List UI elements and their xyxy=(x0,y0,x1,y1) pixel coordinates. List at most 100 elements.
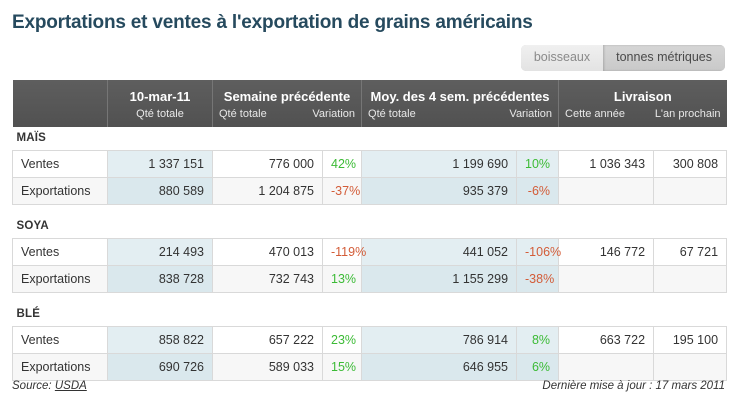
cell-avg4-variation: 8% xyxy=(516,326,560,354)
header-group-current-week: 10-mar-11 Qté totale xyxy=(107,80,213,127)
table-header: 10-mar-11 Qté totale Semaine précédente … xyxy=(12,80,727,127)
source-link-usda[interactable]: USDA xyxy=(54,380,87,392)
cell-previous-variation-value: 15% xyxy=(331,360,357,374)
header-sub-qte-totale-avg: Qté totale xyxy=(368,108,416,120)
header-group-avg-4-weeks: Moy. des 4 sem. précédentes Qté totale V… xyxy=(361,80,560,127)
header-sub-variation-avg: Variation xyxy=(509,108,553,120)
units-toggle-group[interactable]: boisseaux tonnes métriques xyxy=(520,45,725,71)
cell-current-total: 880 589 xyxy=(107,177,213,205)
cell-previous-total: 589 033 xyxy=(212,353,323,381)
cell-previous-total: 732 743 xyxy=(212,265,323,293)
section-title-row: MAÏS xyxy=(12,127,727,151)
cell-avg4-variation: -6% xyxy=(516,177,560,205)
section-spacer-cell xyxy=(12,292,727,303)
cell-previous-total: 776 000 xyxy=(212,150,323,178)
cell-avg4-variation-value: -106% xyxy=(525,245,562,259)
header-sub-this-year: Cette année xyxy=(565,108,625,120)
header-sub-qte-totale-previous: Qté totale xyxy=(219,108,267,120)
cell-previous-variation-value: 13% xyxy=(331,272,357,286)
cell-previous-variation-value: 42% xyxy=(331,157,357,171)
cell-avg4-variation: 6% xyxy=(516,353,560,381)
table-row: Exportations 690 726 589 033 15% 646 955 6% xyxy=(12,353,728,381)
last-update-text: Dernière mise à jour : 17 mars 2011 xyxy=(542,380,725,392)
row-label: Exportations xyxy=(12,353,108,381)
header-sub-qte-totale-current: Qté totale xyxy=(136,108,184,120)
cell-avg4-variation-value: -6% xyxy=(527,184,551,198)
cell-previous-total: 1 204 875 xyxy=(212,177,323,205)
section-title-row: SOYA xyxy=(12,215,727,239)
cell-avg4-total: 1 199 690 xyxy=(361,150,518,178)
header-title-delivery: Livraison xyxy=(613,89,672,104)
header-title-current-week: 10-mar-11 xyxy=(129,89,191,104)
cell-avg4-variation-value: 6% xyxy=(531,360,551,374)
cell-delivery-this-year: 663 722 xyxy=(558,326,655,354)
cell-avg4-variation: -38% xyxy=(516,265,560,293)
section-title: BLÉ xyxy=(12,303,727,327)
cell-avg4-variation-value: -38% xyxy=(525,272,555,286)
table-row: Ventes 1 337 151 776 000 42% 1 199 690 10% 1 0… xyxy=(12,150,728,178)
header-sub-current-week: Qté totale xyxy=(108,104,212,127)
table-row: Exportations 838 728 732 743 13% 1 155 299 -3… xyxy=(12,265,728,293)
header-sub-previous-week: Qté totale Variation xyxy=(213,104,361,127)
row-label: Ventes xyxy=(12,238,108,266)
cell-avg4-total: 646 955 xyxy=(361,353,518,381)
cell-previous-total: 657 222 xyxy=(212,326,323,354)
cell-previous-variation: 15% xyxy=(321,353,363,381)
table-row: Ventes 858 822 657 222 23% 786 914 8% 663 722 1… xyxy=(12,326,728,354)
section-title: SOYA xyxy=(12,215,727,239)
header-title-previous-week: Semaine précédente xyxy=(223,89,351,104)
cell-previous-variation-value: -37% xyxy=(331,184,361,198)
row-label: Ventes xyxy=(12,150,108,178)
header-sub-avg-4-weeks: Qté totale Variation xyxy=(362,104,558,127)
source-line: Source: USDA xyxy=(12,380,87,392)
cell-delivery-this-year: 1 036 343 xyxy=(558,150,655,178)
grain-exports-table: 10-mar-11 Qté totale Semaine précédente … xyxy=(12,80,728,381)
source-label: Source: xyxy=(12,380,52,392)
row-label: Ventes xyxy=(12,326,108,354)
table-body: MAÏS Ventes 1 337 151 776 000 42% 1 199 690 10… xyxy=(12,127,728,381)
cell-delivery-this-year: 146 772 xyxy=(558,238,655,266)
cell-current-total: 858 822 xyxy=(107,326,213,354)
cell-delivery-this-year xyxy=(558,177,655,205)
header-title-avg-4-weeks: Moy. des 4 sem. précédentes xyxy=(370,89,550,104)
cell-avg4-total: 786 914 xyxy=(361,326,518,354)
row-label: Exportations xyxy=(12,265,108,293)
footer: Source: USDA Dernière mise à jour : 17 m… xyxy=(12,380,725,392)
cell-avg4-variation-value: 8% xyxy=(531,333,551,347)
cell-delivery-next-year: 300 808 xyxy=(653,150,728,178)
page-title: Exportations et ventes à l'exportation d… xyxy=(12,12,533,33)
cell-current-total: 214 493 xyxy=(107,238,213,266)
section-spacer xyxy=(12,204,727,215)
cell-previous-variation-value: 23% xyxy=(331,333,357,347)
cell-current-total: 690 726 xyxy=(107,353,213,381)
cell-previous-total: 470 013 xyxy=(212,238,323,266)
cell-current-total: 1 337 151 xyxy=(107,150,213,178)
cell-delivery-this-year xyxy=(558,265,655,293)
header-sub-next-year: L'an prochain xyxy=(654,108,721,120)
units-toggle-tonnes-metriques[interactable]: tonnes métriques xyxy=(603,45,725,71)
cell-previous-variation: -119% xyxy=(321,238,366,266)
cell-previous-variation: 13% xyxy=(321,265,363,293)
section-spacer xyxy=(12,292,727,303)
header-sub-delivery: Cette année L'an prochain xyxy=(559,104,727,127)
section-spacer-cell xyxy=(12,204,727,215)
cell-current-total: 838 728 xyxy=(107,265,213,293)
cell-avg4-total: 1 155 299 xyxy=(361,265,518,293)
cell-delivery-next-year: 67 721 xyxy=(653,238,728,266)
section-title: MAÏS xyxy=(12,127,727,151)
cell-previous-variation: 23% xyxy=(321,326,363,354)
row-label: Exportations xyxy=(12,177,108,205)
cell-avg4-total: 935 379 xyxy=(361,177,518,205)
units-toggle-boisseaux[interactable]: boisseaux xyxy=(520,45,604,71)
cell-avg4-variation-value: 10% xyxy=(525,157,551,171)
cell-avg4-variation: -106% xyxy=(516,238,562,266)
cell-delivery-next-year xyxy=(653,265,728,293)
section-title-row: BLÉ xyxy=(12,303,727,327)
header-sub-variation-previous: Variation xyxy=(312,108,356,120)
cell-previous-variation-value: -119% xyxy=(331,245,367,259)
header-group-delivery: Livraison Cette année L'an prochain xyxy=(558,80,727,127)
cell-avg4-variation: 10% xyxy=(516,150,560,178)
cell-delivery-next-year xyxy=(653,177,728,205)
header-group-previous-week: Semaine précédente Qté totale Variation xyxy=(212,80,363,127)
